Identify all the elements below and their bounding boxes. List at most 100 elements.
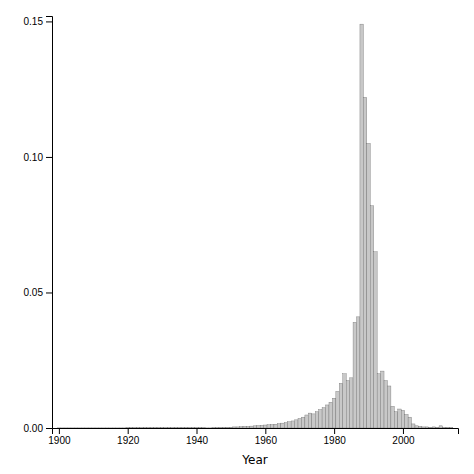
bar — [171, 427, 174, 428]
tick: 2000 — [392, 428, 415, 446]
tick-mark — [46, 157, 52, 158]
bar — [257, 426, 260, 428]
tick-mark — [128, 428, 129, 434]
bar — [384, 381, 387, 428]
bar — [184, 427, 187, 428]
bar — [346, 381, 349, 428]
bar — [381, 371, 384, 428]
tick: 1940 — [186, 428, 209, 446]
bar — [140, 427, 143, 428]
bar — [88, 427, 91, 428]
bar — [274, 424, 277, 428]
bar — [336, 391, 339, 428]
bar — [418, 426, 421, 428]
bar — [415, 426, 418, 428]
bar — [181, 427, 184, 428]
bar — [301, 417, 304, 428]
bar — [109, 427, 112, 428]
bar — [264, 425, 267, 428]
bar — [67, 427, 70, 428]
bar — [98, 427, 101, 428]
axis-line — [53, 429, 459, 435]
bar — [394, 412, 397, 428]
chart: 1900192019401960198020000.000.050.100.15… — [0, 0, 474, 474]
tick-mark — [403, 428, 404, 434]
bar — [85, 427, 88, 428]
bar — [391, 406, 394, 428]
bar — [198, 427, 201, 428]
bar — [408, 417, 411, 428]
bar — [425, 427, 428, 428]
bar — [81, 427, 84, 428]
tick-mark — [265, 428, 266, 434]
bar — [240, 427, 243, 428]
bar — [178, 427, 181, 428]
bar — [236, 427, 239, 428]
bar — [191, 427, 194, 428]
bar — [281, 423, 284, 428]
tick-label: 1960 — [255, 435, 278, 446]
bar — [260, 425, 263, 428]
tick: 1900 — [48, 428, 71, 446]
tick-label: 2000 — [392, 435, 415, 446]
bar — [432, 427, 435, 428]
bar — [61, 427, 64, 428]
bar — [370, 206, 373, 428]
bar — [136, 427, 139, 428]
tick-mark — [46, 21, 52, 22]
bar — [439, 426, 442, 428]
bar — [229, 427, 232, 428]
bar — [322, 408, 325, 428]
bar — [332, 398, 335, 428]
bar — [164, 427, 167, 428]
bar — [95, 427, 98, 428]
bar — [147, 427, 150, 428]
bar — [270, 424, 273, 428]
bar — [123, 427, 126, 428]
bar — [298, 419, 301, 428]
plot: 1900192019401960198020000.000.050.100.15… — [24, 16, 459, 467]
bar — [295, 420, 298, 428]
bar — [401, 410, 404, 428]
bar — [112, 427, 115, 428]
bar — [398, 409, 401, 428]
bar — [126, 427, 129, 428]
bar — [212, 427, 215, 428]
tick-label: 0.15 — [24, 16, 44, 27]
tick: 0.10 — [24, 152, 52, 163]
tick-label: 1900 — [48, 435, 71, 446]
bar — [284, 423, 287, 428]
bar — [233, 427, 236, 428]
x-axis: 190019201940196019802000 — [48, 428, 458, 446]
bar — [74, 427, 77, 428]
bars — [57, 24, 453, 428]
y-axis: 0.000.050.100.15 — [24, 16, 53, 434]
bar — [129, 427, 132, 428]
bar — [202, 427, 205, 428]
bar — [308, 413, 311, 428]
bar — [205, 427, 208, 428]
bar — [215, 427, 218, 428]
tick: 1960 — [255, 428, 278, 446]
bar — [92, 427, 95, 428]
bar — [133, 427, 136, 428]
tick: 1980 — [324, 428, 347, 446]
tick-mark — [46, 292, 52, 293]
bar — [157, 427, 160, 428]
bar — [449, 427, 452, 428]
bar — [209, 427, 212, 428]
bar — [343, 374, 346, 428]
bar — [288, 422, 291, 428]
tick: 0.00 — [24, 423, 52, 434]
tick-mark — [334, 428, 335, 434]
bar — [78, 427, 81, 428]
bar — [160, 427, 163, 428]
tick-mark — [46, 428, 52, 429]
bar — [357, 317, 360, 428]
bar — [143, 427, 146, 428]
bar — [405, 414, 408, 428]
tick-label: 0.10 — [24, 152, 44, 163]
bar — [319, 410, 322, 428]
bar — [429, 427, 432, 428]
bar — [226, 427, 229, 428]
